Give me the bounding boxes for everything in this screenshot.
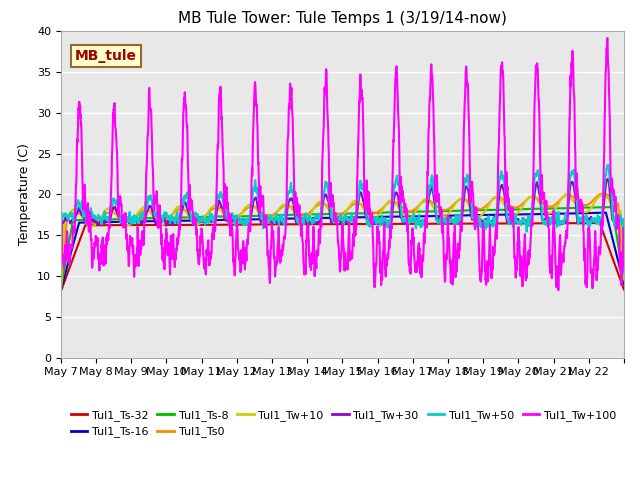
Tul1_Tw+50 (620, 270, 628, 276)
Title: MB Tule Tower: Tule Temps 1 (3/19/14-now): MB Tule Tower: Tule Temps 1 (3/19/14-now… (178, 11, 507, 26)
Tul1_Tw+30 (612, 217, 620, 223)
Tul1_Ts-32 (612, 265, 620, 271)
Tul1_Tw+30 (604, 176, 612, 182)
Tul1_Tw+30 (376, 218, 384, 224)
Tul1_Tw+100 (612, 216, 620, 222)
Tul1_Tw+30 (57, 288, 65, 294)
Tul1_Ts-8 (512, 207, 520, 213)
Tul1_Ts-16 (57, 287, 65, 293)
Tul1_Tw+50 (604, 162, 611, 168)
Line: Tul1_Tw+10: Tul1_Tw+10 (61, 194, 624, 291)
Line: Tul1_Ts0: Tul1_Ts0 (61, 193, 624, 289)
Tul1_Ts-16 (512, 212, 520, 217)
Tul1_Tw+10 (620, 276, 628, 282)
Tul1_Ts0 (512, 205, 520, 211)
Tul1_Ts-16 (544, 211, 552, 217)
Tul1_Tw+100 (113, 148, 121, 154)
Tul1_Ts-32 (596, 220, 604, 226)
Tul1_Ts-32 (113, 222, 121, 228)
Tul1_Ts-16 (113, 219, 121, 225)
Tul1_Ts-8 (620, 278, 628, 284)
Tul1_Tw+50 (512, 214, 520, 219)
Tul1_Ts0 (544, 203, 552, 209)
Line: Tul1_Ts-32: Tul1_Ts-32 (61, 223, 624, 291)
Tul1_Ts0 (113, 212, 121, 218)
Tul1_Ts0 (235, 213, 243, 218)
Tul1_Tw+100 (604, 35, 611, 41)
Tul1_Tw+50 (57, 265, 65, 271)
Tul1_Tw+100 (554, 288, 562, 293)
Tul1_Ts0 (376, 207, 384, 213)
Tul1_Ts-8 (612, 230, 620, 236)
Tul1_Ts-32 (620, 287, 628, 292)
Tul1_Ts-32 (376, 221, 384, 227)
Tul1_Ts0 (57, 287, 65, 292)
Tul1_Tw+50 (235, 215, 243, 220)
Tul1_Tw+100 (620, 264, 628, 270)
Tul1_Ts-16 (602, 210, 610, 216)
Tul1_Tw+10 (561, 191, 569, 197)
Tul1_Ts-8 (544, 205, 552, 211)
Line: Tul1_Ts-8: Tul1_Ts-8 (61, 207, 624, 289)
Tul1_Tw+10 (544, 210, 552, 216)
Tul1_Ts-32 (544, 220, 552, 226)
Line: Tul1_Ts-16: Tul1_Ts-16 (61, 213, 624, 290)
Tul1_Ts0 (612, 200, 620, 205)
Tul1_Tw+100 (376, 270, 384, 276)
Tul1_Tw+100 (57, 257, 65, 263)
Tul1_Ts0 (600, 191, 607, 196)
Tul1_Tw+100 (235, 248, 243, 254)
Text: MB_tule: MB_tule (75, 49, 137, 63)
Tul1_Tw+50 (612, 214, 620, 219)
Tul1_Tw+30 (544, 218, 552, 224)
Tul1_Tw+10 (612, 208, 620, 214)
Tul1_Tw+30 (235, 215, 243, 221)
Tul1_Ts-32 (512, 221, 520, 227)
Legend: Tul1_Ts-32, Tul1_Ts-16, Tul1_Ts-8, Tul1_Ts0, Tul1_Tw+10, Tul1_Tw+30, Tul1_Tw+50,: Tul1_Ts-32, Tul1_Ts-16, Tul1_Ts-8, Tul1_… (67, 406, 621, 442)
Tul1_Tw+30 (113, 210, 121, 216)
Tul1_Ts-8 (57, 286, 65, 292)
Tul1_Ts-32 (235, 222, 243, 228)
Tul1_Ts-8 (113, 216, 121, 222)
Tul1_Tw+10 (57, 288, 65, 294)
Tul1_Tw+50 (376, 223, 384, 228)
Tul1_Tw+30 (512, 216, 520, 222)
Tul1_Tw+50 (113, 199, 121, 205)
Tul1_Ts-8 (235, 214, 243, 219)
Tul1_Ts-16 (620, 281, 628, 287)
Line: Tul1_Tw+50: Tul1_Tw+50 (61, 165, 624, 273)
Tul1_Tw+10 (113, 213, 121, 218)
Tul1_Tw+10 (376, 211, 384, 216)
Tul1_Tw+10 (235, 216, 243, 221)
Tul1_Ts-16 (376, 214, 384, 220)
Tul1_Tw+50 (544, 217, 552, 223)
Line: Tul1_Tw+100: Tul1_Tw+100 (61, 38, 624, 290)
Tul1_Tw+100 (512, 271, 520, 277)
Tul1_Tw+10 (512, 211, 520, 217)
Tul1_Ts-8 (608, 204, 616, 210)
Line: Tul1_Tw+30: Tul1_Tw+30 (61, 179, 624, 291)
Tul1_Ts-32 (57, 288, 65, 294)
Y-axis label: Temperature (C): Temperature (C) (19, 144, 31, 245)
Tul1_Ts-8 (376, 210, 384, 216)
Tul1_Tw+100 (544, 215, 552, 221)
Tul1_Ts-16 (612, 250, 620, 256)
Tul1_Ts-16 (235, 217, 243, 223)
Tul1_Tw+30 (620, 267, 628, 273)
Tul1_Ts0 (620, 276, 628, 281)
